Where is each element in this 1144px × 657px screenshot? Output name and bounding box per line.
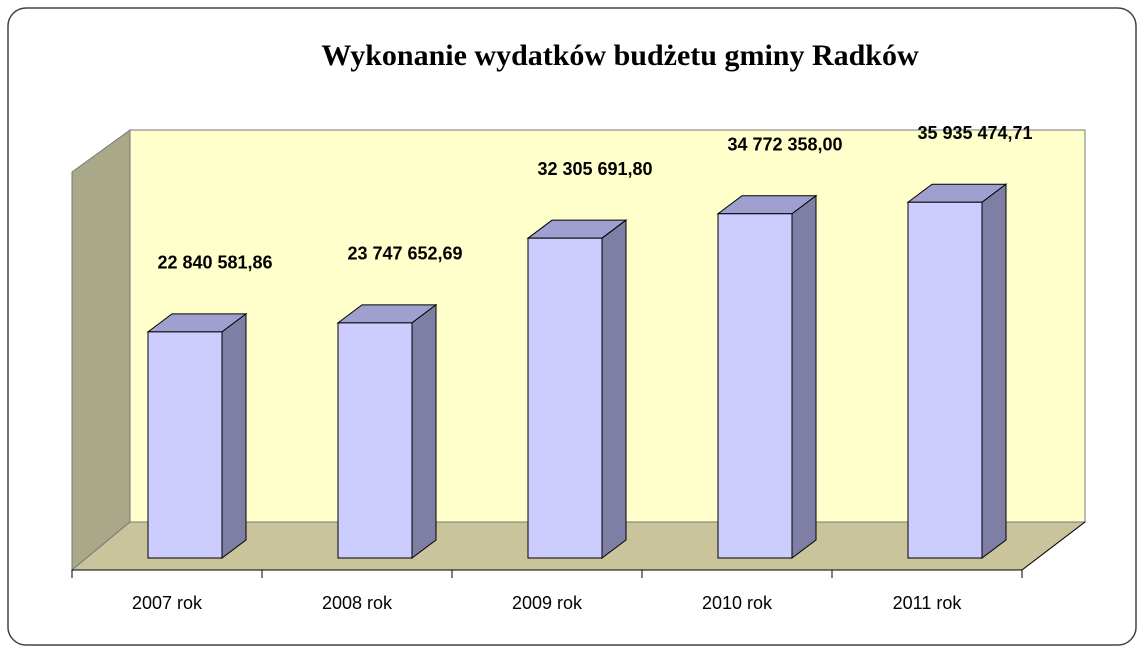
value-label: 22 840 581,86 — [157, 253, 272, 273]
x-tick-label: 2010 rok — [702, 593, 773, 613]
value-label: 32 305 691,80 — [537, 159, 652, 179]
bar-side — [411, 303, 437, 559]
bar — [147, 331, 223, 559]
x-axis-depth — [1021, 521, 1086, 571]
bar — [527, 237, 603, 559]
value-label: 23 747 652,69 — [347, 244, 462, 264]
bar — [907, 201, 983, 559]
value-label: 34 772 358,00 — [727, 135, 842, 155]
bar-side — [981, 183, 1007, 559]
bar — [337, 322, 413, 559]
bar-side — [791, 194, 817, 559]
value-label: 35 935 474,71 — [917, 123, 1032, 143]
x-tick-label: 2007 rok — [132, 593, 203, 613]
x-tick-label: 2009 rok — [512, 593, 583, 613]
bar-side — [601, 219, 627, 559]
bar — [717, 213, 793, 559]
x-tick-label: 2011 rok — [893, 593, 963, 613]
x-tick-label: 2008 rok — [322, 593, 393, 613]
chart-title: Wykonanie wydatków budżetu gminy Radków — [321, 39, 919, 72]
side-wall — [71, 129, 131, 572]
bar-side — [221, 312, 247, 559]
